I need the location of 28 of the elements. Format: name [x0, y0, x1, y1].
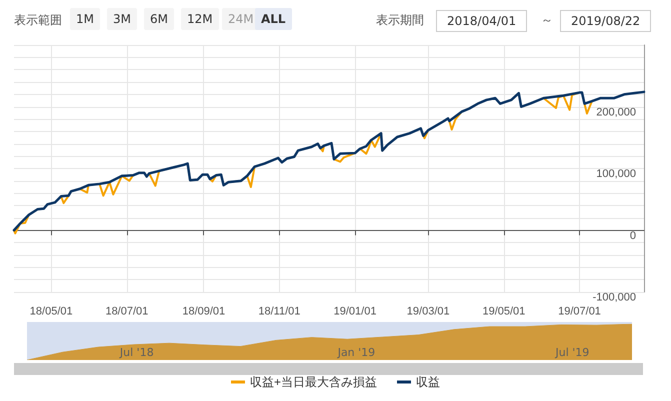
- annotation: Jul '19: [554, 346, 590, 359]
- legend-label: 収益+当日最大含み損益: [250, 375, 378, 389]
- x-tick-label: 18/07/01: [105, 306, 148, 318]
- text: 表示期間: [376, 12, 424, 29]
- text: 12M: [181, 8, 219, 30]
- x-tick-label: 19/01/01: [334, 306, 376, 318]
- x-tick-label: 19/03/01: [406, 306, 450, 318]
- y-tick-label: -100,000: [592, 292, 636, 304]
- x-tick-label: 18/05/01: [30, 306, 73, 318]
- x-tick-label: 18/09/01: [182, 306, 226, 318]
- y-tick-label: 0: [630, 230, 636, 242]
- y-tick-label: 200,000: [596, 106, 636, 118]
- annotation: Jul '18: [118, 346, 154, 359]
- y-tick-label: 100,000: [596, 168, 636, 180]
- annotation: Jan '19: [336, 346, 376, 359]
- text: 6M: [144, 8, 174, 30]
- text: 表示範囲: [14, 12, 62, 29]
- text: 1M: [70, 8, 100, 30]
- text: 2019/08/22: [560, 10, 652, 32]
- x-tick-label: 19/05/01: [482, 306, 526, 318]
- text: ～: [541, 12, 553, 29]
- text: 3M: [107, 8, 137, 30]
- text: ALL: [255, 8, 292, 30]
- text: 24M: [222, 8, 260, 30]
- legend-label: 収益: [416, 375, 440, 389]
- x-tick-label: 18/11/01: [258, 306, 300, 318]
- text: 2018/04/01: [436, 10, 528, 32]
- x-tick-label: 19/07/01: [558, 306, 601, 318]
